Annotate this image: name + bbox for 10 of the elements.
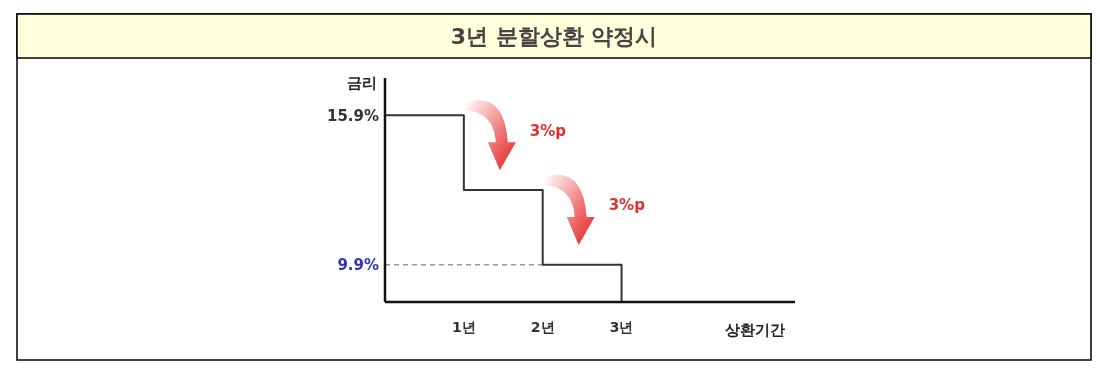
chart-title: 3년 분할상환 약정시 <box>450 24 658 49</box>
x-tick-label: 3년 <box>609 319 634 335</box>
annotation: 3%p <box>608 196 646 215</box>
x-tick-label: 2년 <box>530 319 555 335</box>
y-tick-label: 9.9% <box>337 255 379 274</box>
y-tick-label: 15.9% <box>326 106 379 125</box>
x-tick-label: 1년 <box>451 319 476 335</box>
x-axis-title: 상환기간 <box>725 321 785 339</box>
y-axis-title: 금리 <box>347 74 377 92</box>
annotation: 3%p <box>529 121 567 140</box>
